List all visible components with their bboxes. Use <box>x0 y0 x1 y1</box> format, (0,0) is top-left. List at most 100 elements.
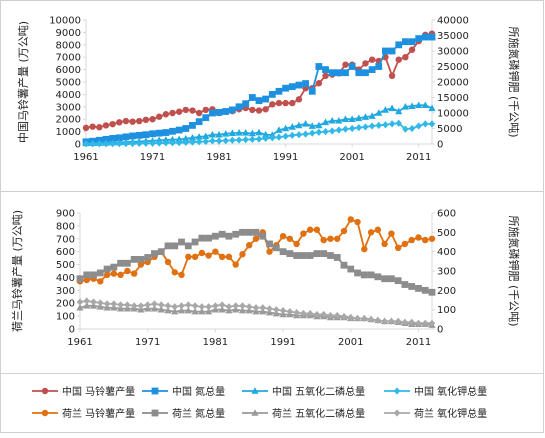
data-point <box>402 54 409 61</box>
data-point <box>361 245 368 253</box>
data-point <box>255 97 263 104</box>
data-point <box>321 118 330 126</box>
data-point <box>282 84 290 92</box>
y2-tick-label: 25000 <box>437 62 469 73</box>
data-point <box>96 269 104 277</box>
data-point <box>259 232 267 240</box>
data-point <box>275 99 283 107</box>
data-point <box>191 238 199 246</box>
data-point <box>189 107 196 114</box>
data-point <box>335 116 343 124</box>
data-point <box>288 123 296 130</box>
data-point <box>235 129 243 136</box>
data-point <box>348 124 356 133</box>
y2-tick-label: 500 <box>437 228 456 239</box>
data-point <box>248 94 256 101</box>
data-point <box>228 106 236 114</box>
y-tick-label: 8000 <box>56 40 81 51</box>
data-point <box>262 134 269 143</box>
data-point <box>282 132 289 140</box>
data-point <box>175 126 183 134</box>
legend-swatch-marker <box>41 387 49 395</box>
data-point <box>83 302 91 309</box>
data-point <box>155 113 163 120</box>
data-point <box>205 252 212 259</box>
data-point <box>367 315 375 323</box>
data-point <box>157 248 165 256</box>
data-point <box>293 308 300 317</box>
data-point <box>117 271 124 279</box>
data-point <box>137 261 145 268</box>
data-point <box>252 235 260 242</box>
y-tick-label: 400 <box>56 273 75 284</box>
data-point <box>295 81 303 89</box>
x-tick-label: 1961 <box>67 337 92 348</box>
series-china-0 <box>82 30 436 132</box>
data-point <box>415 35 423 42</box>
data-point <box>428 104 436 112</box>
y2-tick-label: 5000 <box>437 124 462 135</box>
data-point <box>171 303 178 311</box>
data-point <box>340 261 348 269</box>
y2-tick-label: 20000 <box>437 78 469 89</box>
data-point <box>249 135 256 143</box>
data-point <box>401 318 409 326</box>
data-point <box>164 242 172 250</box>
y-axis-title: 荷兰马铃薯产量 (万公吨) <box>10 210 24 332</box>
data-point <box>381 106 390 113</box>
data-point <box>320 236 327 244</box>
data-point <box>169 127 176 135</box>
data-point <box>302 80 309 87</box>
x-tick-label: 1981 <box>203 337 228 348</box>
data-point <box>252 228 260 236</box>
data-point <box>361 113 370 120</box>
legend-label: 荷兰 马铃薯产量 <box>62 407 135 420</box>
data-point <box>155 139 163 147</box>
data-point <box>124 267 131 275</box>
data-point <box>262 106 269 113</box>
legend-label: 荷兰 氮总量 <box>172 407 225 420</box>
data-point <box>188 134 197 141</box>
data-point <box>124 301 131 309</box>
legend-swatch-marker <box>393 409 401 417</box>
data-point <box>367 229 375 236</box>
data-point <box>109 120 116 128</box>
data-point <box>333 254 341 261</box>
data-point <box>273 306 280 314</box>
data-point <box>381 317 388 325</box>
data-point <box>82 140 90 148</box>
data-point <box>289 99 296 107</box>
data-point <box>395 41 403 49</box>
data-point <box>327 311 334 320</box>
legend-item: 荷兰 氮总量 <box>142 407 225 420</box>
data-point <box>149 116 156 123</box>
data-point <box>142 116 150 124</box>
data-point <box>144 301 151 309</box>
data-point <box>374 226 382 233</box>
data-point <box>347 216 354 223</box>
data-point <box>195 133 203 140</box>
data-point <box>83 271 91 279</box>
data-point <box>354 269 361 277</box>
data-point <box>408 102 416 109</box>
y2-tick-label: 100 <box>437 305 456 316</box>
legend-item: 荷兰 马铃薯产量 <box>32 407 135 420</box>
data-point <box>428 319 436 327</box>
data-point <box>259 304 266 312</box>
data-point <box>177 306 186 314</box>
data-point <box>246 242 253 249</box>
data-point <box>175 139 183 147</box>
data-point <box>202 114 210 122</box>
data-point <box>239 228 246 236</box>
data-point <box>375 109 383 116</box>
data-point <box>215 130 223 138</box>
data-point <box>211 232 219 240</box>
data-point <box>361 314 368 322</box>
data-point <box>295 96 303 103</box>
legend-frame <box>0 373 544 433</box>
data-point <box>155 129 163 137</box>
series-netherlands-0 <box>76 216 436 285</box>
data-point <box>275 126 283 133</box>
y-tick-label: 0 <box>75 140 81 151</box>
x-tick-label: 1981 <box>206 152 231 163</box>
